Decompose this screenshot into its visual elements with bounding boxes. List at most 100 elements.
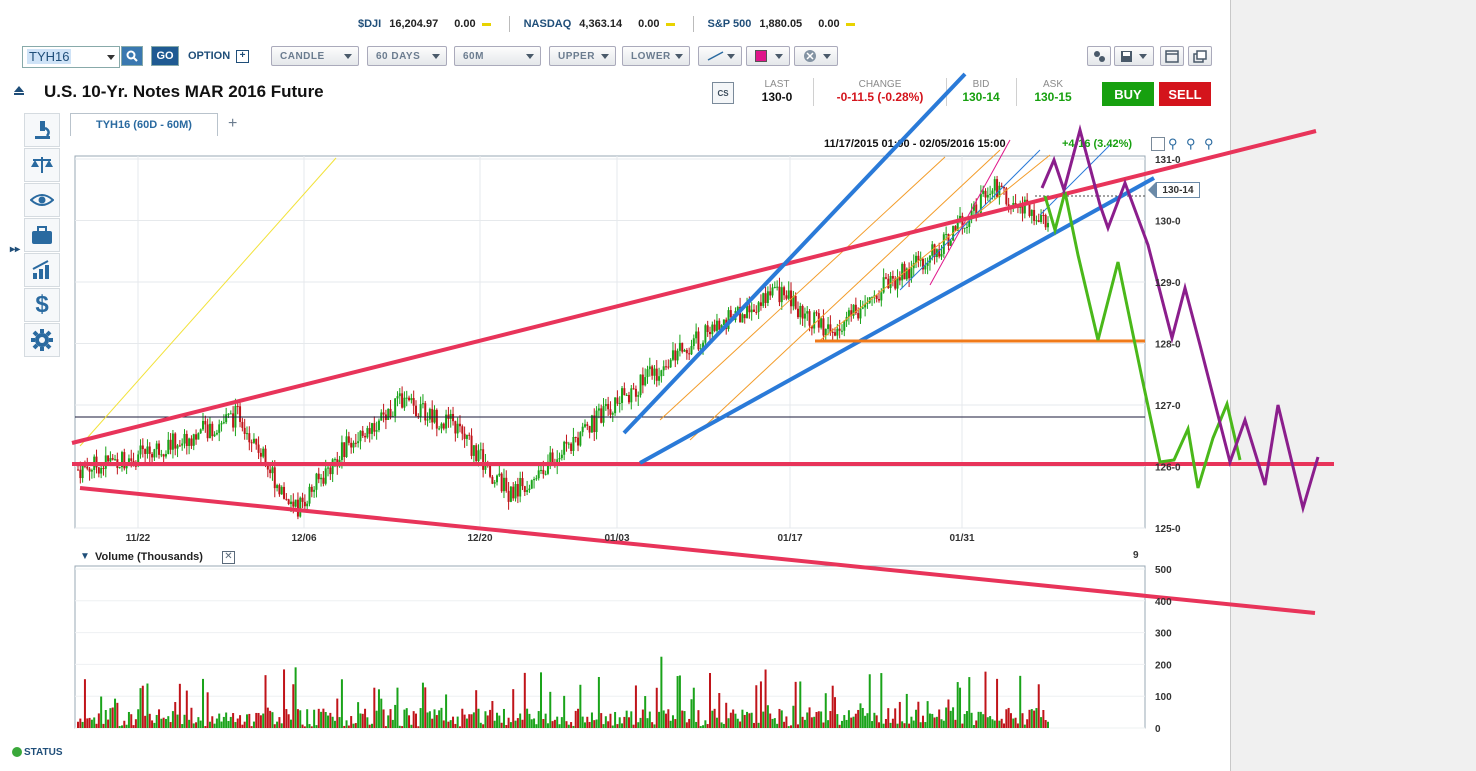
volume-bar	[799, 681, 802, 728]
color-dropdown[interactable]	[746, 46, 790, 66]
option-label[interactable]: OPTION	[188, 50, 231, 62]
status-label[interactable]: STATUS	[24, 747, 63, 758]
volume-bar	[884, 718, 887, 728]
volume-bar	[537, 711, 540, 728]
volume-bar	[468, 714, 471, 728]
chevron-down-icon	[823, 54, 831, 59]
candle-body	[433, 409, 436, 423]
orange-channel-mid[interactable]	[689, 149, 1001, 441]
price-tag-pointer	[1148, 182, 1156, 198]
candle-body	[695, 331, 698, 339]
blue-lower-trendline[interactable]	[639, 176, 1155, 465]
volume-bar	[975, 720, 978, 728]
candle-body	[470, 435, 473, 456]
volume-bar	[942, 720, 945, 728]
candle-body	[285, 498, 288, 500]
volume-bar	[192, 723, 195, 728]
chart-type-dropdown[interactable]: CANDLE	[271, 46, 359, 66]
upper-indicator-dropdown[interactable]: UPPER	[549, 46, 616, 66]
green-projection-path[interactable]	[1043, 191, 1242, 489]
candle-body	[623, 388, 626, 396]
chevron-down-icon[interactable]	[107, 55, 115, 60]
orange-channel-lower[interactable]	[817, 154, 1051, 343]
go-button[interactable]: GO	[151, 46, 179, 66]
studies-button[interactable]	[24, 113, 60, 147]
add-tab-button[interactable]: +	[228, 115, 238, 132]
ticker-symbol[interactable]: NASDAQ	[523, 18, 572, 30]
popout-button[interactable]	[1188, 46, 1212, 66]
chart-tab[interactable]: TYH16 (60D - 60M)	[70, 113, 218, 136]
volume-bar	[702, 725, 705, 728]
last-value: 130-0	[761, 90, 793, 104]
zoom-out-icon[interactable]: ⚲	[1186, 136, 1196, 151]
volume-bar	[357, 702, 360, 728]
signals-button[interactable]	[24, 253, 60, 287]
candle-body	[972, 204, 975, 211]
volume-bar	[581, 716, 584, 728]
settings-sidebar-button[interactable]	[24, 323, 60, 357]
interval-dropdown[interactable]: 60M	[454, 46, 541, 66]
cs-calendar-icon[interactable]: CS	[712, 82, 734, 104]
sell-button[interactable]: SELL	[1159, 82, 1211, 106]
zoom-in-icon[interactable]: ⚲	[1168, 136, 1178, 151]
save-dropdown[interactable]	[1114, 46, 1154, 66]
volume-bar	[933, 717, 936, 728]
purple-projection-path[interactable]	[1040, 124, 1320, 514]
zoom-fit-icon[interactable]: ⚲	[1204, 136, 1214, 151]
candle-body	[637, 395, 640, 397]
chevron-down-icon	[727, 54, 735, 59]
date-tick-label: 12/06	[291, 533, 316, 544]
volume-bar	[188, 719, 191, 728]
candle-body	[118, 467, 121, 469]
thin-blue-trendline[interactable]	[1039, 144, 1111, 216]
plus-icon[interactable]: +	[236, 50, 249, 63]
candle-body	[648, 366, 651, 370]
layout-button[interactable]	[1160, 46, 1184, 66]
thin-blue-trendline[interactable]	[899, 149, 1041, 291]
candle-body	[993, 179, 996, 191]
red-resistance-line[interactable]	[71, 129, 1317, 445]
draw-line-dropdown[interactable]	[698, 46, 742, 66]
volume-bar	[387, 715, 390, 728]
period-dropdown[interactable]: 60 DAYS	[367, 46, 447, 66]
volume-bar	[847, 710, 850, 728]
ticker-symbol[interactable]: S&P 500	[707, 18, 752, 30]
magenta-trendline[interactable]	[929, 139, 1011, 286]
search-button[interactable]	[121, 46, 143, 66]
collapse-volume-icon[interactable]: ▼	[80, 551, 90, 562]
volume-bar	[896, 723, 899, 728]
volume-bar	[690, 699, 693, 728]
lower-indicator-dropdown[interactable]: LOWER	[622, 46, 690, 66]
orange-channel-upper[interactable]	[659, 156, 946, 421]
candle-body	[688, 353, 691, 355]
candle-body	[1044, 215, 1047, 228]
volume-bar	[945, 707, 948, 728]
portfolio-button[interactable]	[24, 218, 60, 252]
candle-body	[361, 430, 364, 436]
volume-bar	[1047, 721, 1049, 728]
volume-bar	[1033, 710, 1036, 728]
close-volume-icon[interactable]: ✕	[222, 551, 235, 564]
delete-drawings-dropdown[interactable]	[794, 46, 838, 66]
volume-bar	[560, 717, 563, 728]
symbol-input[interactable]: TYH16	[22, 46, 120, 68]
candle-body	[1035, 220, 1038, 222]
volume-bar	[910, 716, 913, 728]
trade-button[interactable]: $	[24, 288, 60, 322]
watch-button[interactable]	[24, 183, 60, 217]
red-lower-trendline[interactable]	[79, 486, 1316, 615]
buy-button[interactable]: BUY	[1102, 82, 1154, 106]
compare-button[interactable]	[24, 148, 60, 182]
candle-body	[137, 454, 140, 466]
volume-bar	[391, 719, 394, 728]
collapse-icon[interactable]	[14, 86, 24, 92]
ticker-symbol[interactable]: $DJI	[358, 18, 382, 30]
candle-body	[887, 278, 890, 288]
yellow-trendline[interactable]	[79, 157, 337, 447]
expand-sidebar-icon[interactable]: ▸▸	[10, 244, 21, 255]
candle-body	[359, 430, 362, 442]
settings-button[interactable]	[1087, 46, 1111, 66]
blue-upper-trendline[interactable]	[622, 72, 967, 435]
reset-zoom-icon[interactable]	[1151, 137, 1165, 151]
